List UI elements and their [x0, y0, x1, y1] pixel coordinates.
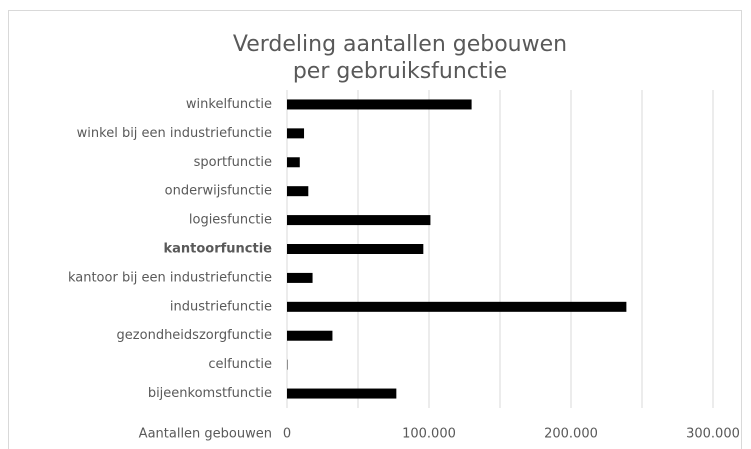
chart-title: Verdeling aantallen gebouwen — [233, 32, 567, 57]
y-tick-label: logiesfunctie — [189, 213, 272, 228]
bar — [287, 186, 309, 197]
y-tick-label: bijeenkomstfunctie — [148, 386, 272, 401]
y-tick-label: kantoorfunctie — [163, 242, 272, 257]
chart-frame — [8, 10, 742, 449]
y-tick-label: onderwijsfunctie — [165, 184, 272, 199]
bar — [287, 99, 472, 110]
bar — [287, 272, 313, 283]
y-tick-label: gezondheidszorgfunctie — [117, 328, 272, 343]
y-tick-label: kantoor bij een industriefunctie — [68, 270, 272, 285]
x-tick-label: 200.000 — [544, 427, 598, 442]
bar — [287, 244, 424, 254]
x-tick-label: 0 — [283, 427, 291, 442]
y-tick-label: industriefunctie — [170, 299, 272, 314]
y-tick-label: winkelfunctie — [186, 97, 272, 112]
bar — [287, 157, 300, 168]
bar — [287, 301, 627, 312]
chart-title: per gebruiksfunctie — [293, 59, 507, 84]
y-tick-label: winkel bij een industriefunctie — [77, 126, 272, 141]
x-tick-label: 300.000 — [686, 427, 740, 442]
y-tick-label: sportfunctie — [194, 155, 272, 170]
bar — [287, 330, 333, 341]
y-tick-label: celfunctie — [208, 357, 272, 372]
bar — [287, 128, 305, 139]
x-tick-label: 100.000 — [402, 427, 456, 442]
bar — [287, 215, 431, 226]
bar — [287, 388, 397, 399]
x-axis-label: Aantallen gebouwen — [139, 427, 272, 442]
